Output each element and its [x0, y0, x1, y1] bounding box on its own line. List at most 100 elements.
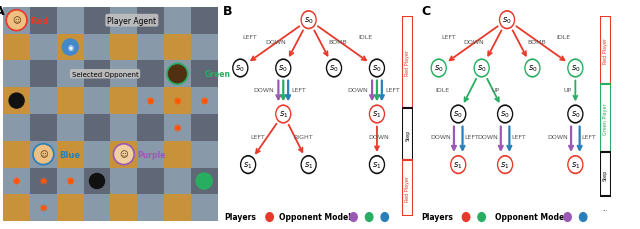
- Circle shape: [381, 213, 388, 221]
- Bar: [3, 168, 30, 195]
- Circle shape: [462, 213, 470, 221]
- Bar: [403, 17, 413, 109]
- Bar: [164, 141, 191, 168]
- Bar: [84, 114, 111, 141]
- Circle shape: [62, 40, 78, 56]
- Text: IDLE: IDLE: [557, 35, 571, 40]
- Circle shape: [90, 174, 104, 189]
- Bar: [30, 88, 57, 114]
- Bar: [30, 61, 57, 88]
- Text: $s_0$: $s_0$: [500, 109, 510, 120]
- Circle shape: [501, 13, 513, 28]
- Text: ✸: ✸: [12, 176, 21, 186]
- Bar: [57, 61, 84, 88]
- Text: DOWN: DOWN: [265, 40, 286, 45]
- Circle shape: [499, 107, 511, 122]
- Text: ✸: ✸: [38, 176, 48, 186]
- Text: ☺: ☺: [39, 150, 48, 158]
- Text: Players: Players: [421, 212, 453, 221]
- Text: $s_1$: $s_1$: [500, 160, 510, 170]
- Text: ✸: ✸: [65, 176, 75, 186]
- Text: $s_0$: $s_0$: [570, 109, 580, 120]
- Text: UP: UP: [492, 87, 499, 93]
- Text: IDLE: IDLE: [358, 35, 372, 40]
- Text: $s_0$: $s_0$: [502, 15, 512, 26]
- Bar: [191, 8, 218, 34]
- Circle shape: [5, 10, 28, 32]
- Circle shape: [369, 155, 385, 174]
- Text: ☺: ☺: [173, 69, 182, 78]
- Text: ✸: ✸: [38, 203, 48, 213]
- Bar: [30, 195, 57, 221]
- Text: Red Player: Red Player: [405, 176, 410, 202]
- Text: ◉: ◉: [67, 45, 73, 51]
- Bar: [137, 114, 164, 141]
- Bar: [191, 61, 218, 88]
- Text: LEFT: LEFT: [582, 135, 596, 140]
- Circle shape: [328, 61, 340, 76]
- Circle shape: [567, 155, 584, 174]
- Bar: [164, 61, 191, 88]
- Bar: [137, 141, 164, 168]
- Bar: [3, 61, 30, 88]
- Bar: [111, 114, 137, 141]
- Text: DOWN: DOWN: [463, 40, 484, 45]
- Text: Green: Green: [204, 70, 230, 79]
- Text: DOWN: DOWN: [477, 135, 498, 140]
- Circle shape: [474, 59, 490, 78]
- Circle shape: [569, 107, 582, 122]
- Text: ☺: ☺: [120, 150, 128, 158]
- Bar: [57, 195, 84, 221]
- Bar: [3, 8, 30, 34]
- Text: $s_1$: $s_1$: [372, 109, 381, 120]
- Circle shape: [433, 61, 445, 76]
- Bar: [111, 141, 137, 168]
- Bar: [191, 168, 218, 195]
- Bar: [137, 34, 164, 61]
- Bar: [111, 8, 137, 34]
- Circle shape: [32, 143, 54, 166]
- Text: BOMB: BOMB: [328, 40, 348, 45]
- Text: ☺: ☺: [12, 16, 21, 25]
- Text: $s_0$: $s_0$: [278, 63, 288, 74]
- Bar: [191, 88, 218, 114]
- Circle shape: [196, 173, 212, 189]
- Text: BOMB: BOMB: [527, 40, 546, 45]
- Circle shape: [303, 13, 315, 28]
- Bar: [30, 114, 57, 141]
- Circle shape: [365, 213, 373, 221]
- Circle shape: [569, 61, 582, 76]
- Bar: [84, 34, 111, 61]
- Bar: [137, 195, 164, 221]
- Bar: [84, 61, 111, 88]
- Bar: [191, 34, 218, 61]
- Bar: [84, 195, 111, 221]
- Text: Opponent Models: Opponent Models: [279, 212, 356, 221]
- Bar: [84, 8, 111, 34]
- Bar: [57, 88, 84, 114]
- Circle shape: [497, 155, 513, 174]
- Text: Player Agent: Player Agent: [108, 17, 156, 26]
- Text: $s_1$: $s_1$: [243, 160, 253, 170]
- Bar: [164, 168, 191, 195]
- Bar: [30, 168, 57, 195]
- Text: LEFT: LEFT: [291, 87, 307, 93]
- Text: LEFT: LEFT: [250, 135, 265, 140]
- Text: $s_1$: $s_1$: [304, 160, 314, 170]
- Text: Selected Opponent: Selected Opponent: [72, 71, 138, 77]
- Circle shape: [431, 59, 447, 78]
- Circle shape: [240, 155, 257, 174]
- Text: B: B: [223, 5, 232, 18]
- Bar: [111, 195, 137, 221]
- Text: LEFT: LEFT: [441, 35, 456, 40]
- Circle shape: [569, 158, 582, 172]
- Circle shape: [478, 213, 485, 221]
- Circle shape: [579, 213, 587, 221]
- Bar: [600, 17, 611, 85]
- Text: $s_0$: $s_0$: [329, 63, 339, 74]
- Circle shape: [452, 158, 465, 172]
- Bar: [57, 141, 84, 168]
- Text: Step: Step: [405, 129, 410, 140]
- Bar: [111, 34, 137, 61]
- Circle shape: [350, 213, 357, 221]
